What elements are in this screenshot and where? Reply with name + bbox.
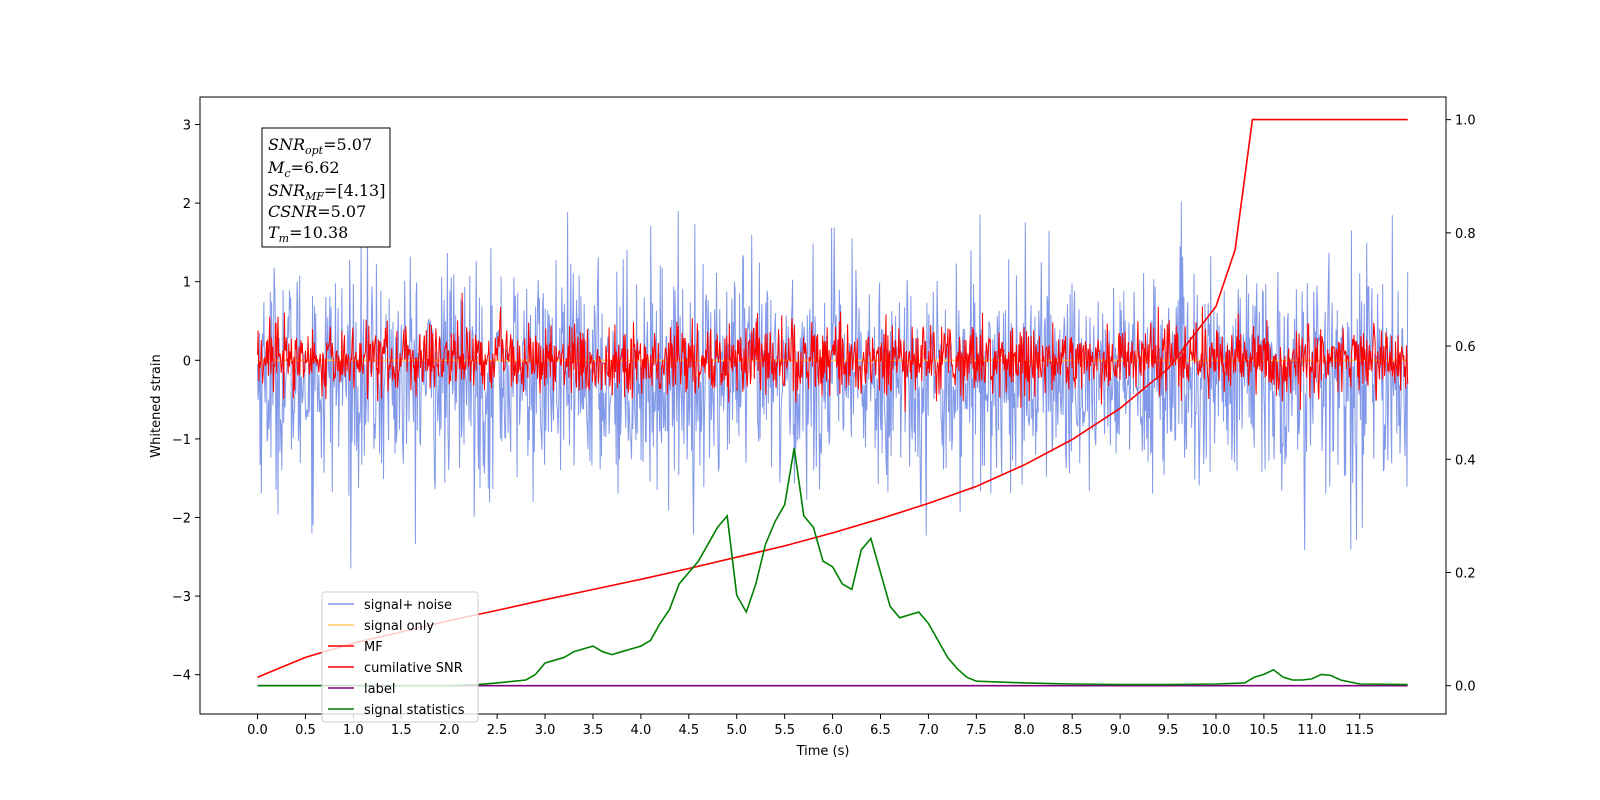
y2-tick-label: 0.6: [1455, 340, 1476, 355]
legend: signal+ noise signal only MF cumilative SNR…: [321, 591, 479, 723]
legend-label-cumilative-snr: cumilative SNR: [364, 661, 463, 676]
x-tick-label: 6.5: [870, 723, 891, 738]
annotation-tm: Tm=10.38: [268, 223, 348, 245]
series-line-signal-statistics: [257, 447, 1408, 687]
x-tick-label: 7.5: [966, 723, 987, 738]
x-tick-label: 8.0: [1014, 723, 1035, 738]
x-tick-label: 5.5: [774, 723, 795, 738]
annotation-snr-mf: SNRMF=[4.13]: [268, 181, 385, 203]
y2-tick-label: 1.0: [1455, 114, 1476, 129]
x-tick-label: 2.5: [487, 723, 508, 738]
y-axis-label: Whitened strain: [149, 354, 164, 457]
x-tick-label: 4.5: [678, 723, 699, 738]
y2-tick-label: 0.2: [1455, 566, 1476, 581]
y-axis-right-ticks: 1.0 0.8 0.6 0.4 0.2 0.0: [1446, 114, 1476, 695]
y-tick-label: 3: [183, 119, 191, 134]
y-tick-label: −1: [172, 433, 191, 448]
x-tick-label: 7.0: [918, 723, 939, 738]
plot-area-frame: [199, 96, 1447, 715]
legend-box: [321, 591, 479, 723]
annotation-snr-opt: SNRopt=5.07: [268, 135, 372, 157]
legend-label-signal-noise: signal+ noise: [364, 598, 452, 613]
x-tick-label: 4.0: [631, 723, 652, 738]
x-axis-ticks: 0.0 0.5 1.0 1.5 2.0 2.5 3.0 3.5 4.0 4.5 5.0 5.5 6.0 6…: [247, 714, 1374, 738]
x-tick-label: 1.0: [343, 723, 364, 738]
legend-label-signal-statistics: signal statistics: [364, 703, 465, 718]
y-tick-label: −2: [172, 512, 191, 527]
y-axis-left-ticks: 3 2 1 0 −1 −2 −3 −4: [172, 119, 200, 684]
x-tick-label: 1.5: [391, 723, 412, 738]
y-tick-label: 2: [183, 197, 191, 212]
x-tick-label: 5.0: [726, 723, 747, 738]
x-tick-label: 0.5: [295, 723, 316, 738]
x-tick-label: 3.5: [583, 723, 604, 738]
y2-tick-label: 0.8: [1455, 227, 1476, 242]
y-tick-label: 0: [183, 354, 191, 369]
x-tick-label: 0.0: [247, 723, 268, 738]
y-tick-label: −3: [172, 590, 191, 605]
x-tick-label: 9.5: [1158, 723, 1179, 738]
stats-annotation: SNRopt=5.07 Mc=6.62 SNRMF=[4.13] CSNR=5.…: [261, 127, 391, 248]
annotation-csnr: CSNR=5.07: [268, 202, 366, 221]
annotation-mc: Mc=6.62: [267, 158, 340, 180]
x-axis-label: Time (s): [796, 744, 850, 759]
legend-label-signal-only: signal only: [364, 619, 434, 634]
y2-tick-label: 0.0: [1455, 680, 1476, 695]
x-tick-label: 8.5: [1062, 723, 1083, 738]
y-tick-label: 1: [183, 276, 191, 291]
x-tick-label: 3.0: [535, 723, 556, 738]
y-tick-label: −4: [172, 669, 191, 684]
series-line-mf: [257, 292, 1409, 412]
x-tick-label: 10.0: [1201, 723, 1230, 738]
annotation-box: [261, 127, 391, 248]
x-tick-label: 9.0: [1110, 723, 1131, 738]
x-tick-label: 6.0: [822, 723, 843, 738]
x-tick-label: 10.5: [1249, 723, 1278, 738]
x-tick-label: 2.0: [439, 723, 460, 738]
y2-tick-label: 0.4: [1455, 453, 1476, 468]
legend-label-mf: MF: [364, 640, 383, 655]
legend-label-label: label: [364, 682, 395, 697]
x-tick-label: 11.5: [1345, 723, 1374, 738]
x-tick-label: 11.0: [1297, 723, 1326, 738]
